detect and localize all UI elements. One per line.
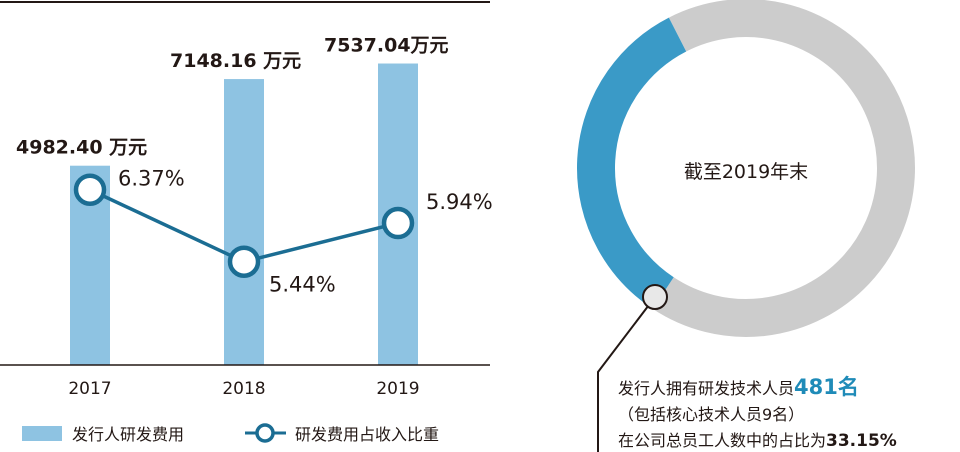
bar-value-label-2017: 4982.40 万元 — [16, 137, 147, 159]
x-tick-2018: 2018 — [222, 379, 265, 399]
bar-group — [70, 63, 418, 365]
ratio-label-2017: 6.37% — [118, 167, 185, 191]
callout-line — [597, 296, 656, 452]
annotation-line-3: 在公司总员工人数中的占比为33.15% — [618, 431, 897, 451]
annotation-line-2: （包括核心技术人员9名） — [618, 405, 804, 424]
donut-chart: 截至2019年末 发行人拥有研发技术人员481名 （包括核心技术人员9名） 在公… — [577, 0, 915, 452]
legend-bar-label: 发行人研发费用 — [72, 425, 184, 444]
ratio-line-series — [73, 173, 415, 278]
rd-staff-ratio: 33.15% — [826, 431, 897, 451]
x-tick-2019: 2019 — [376, 379, 419, 399]
bar-2018 — [224, 79, 264, 365]
legend: 发行人研发费用 研发费用占收入比重 — [22, 423, 439, 444]
x-tick-labels: 2017 2018 2019 — [68, 379, 419, 399]
legend-line-marker — [255, 423, 275, 443]
ratio-point-2019 — [381, 206, 415, 240]
donut-center-label: 截至2019年末 — [684, 161, 808, 183]
callout-marker — [642, 284, 668, 310]
annotation-line-3-text: 在公司总员工人数中的占比为 — [618, 431, 826, 450]
bar-value-label-2019: 7537.04万元 — [324, 35, 449, 57]
annotation-line-1: 发行人拥有研发技术人员481名 — [618, 375, 859, 399]
ratio-label-2018: 5.44% — [269, 273, 336, 297]
bar-value-labels: 4982.40 万元 7148.16 万元 7537.04万元 — [16, 35, 449, 159]
legend-line-label: 研发费用占收入比重 — [295, 425, 439, 444]
ratio-labels: 6.37% 5.44% 5.94% — [118, 167, 493, 297]
bar-value-label-2018: 7148.16 万元 — [170, 50, 301, 72]
legend-bar-swatch — [22, 426, 62, 441]
ratio-point-2018 — [227, 245, 261, 278]
ratio-label-2019: 5.94% — [426, 190, 493, 214]
ratio-point-2017 — [73, 173, 107, 206]
rd-staff-count: 481名 — [794, 375, 859, 399]
donut-slice-rd-staff — [577, 17, 687, 309]
annotation-line-1-text: 发行人拥有研发技术人员 — [618, 379, 794, 398]
donut-slice-other-employees — [652, 0, 915, 337]
x-tick-2017: 2017 — [68, 379, 111, 399]
